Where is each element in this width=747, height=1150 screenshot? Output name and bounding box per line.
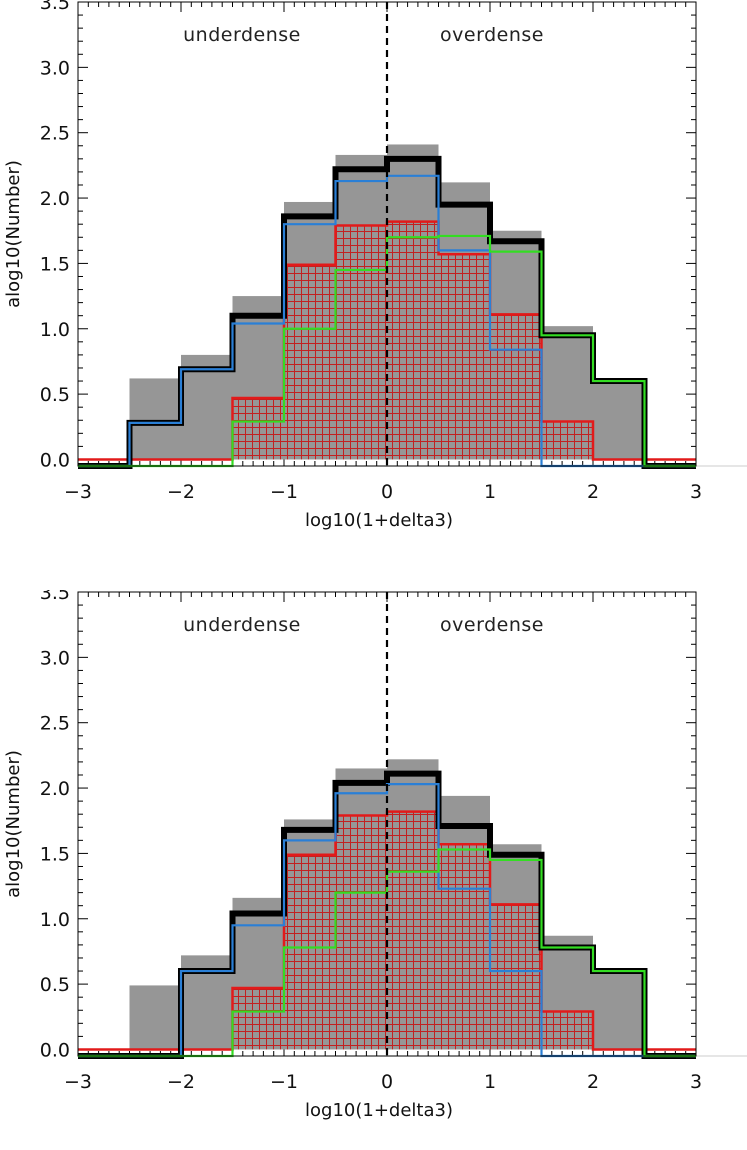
y-tick-label: 1.0 [40, 909, 70, 931]
x-tick-label: −1 [270, 481, 298, 503]
red-hatched-bar [387, 221, 439, 460]
x-tick-label: −3 [64, 1071, 92, 1093]
red-hatched-bar [335, 815, 387, 1050]
x-tick-label: 1 [484, 481, 496, 503]
green-histogram-line [78, 234, 696, 468]
y-tick-label: 3.5 [40, 590, 70, 604]
x-axis-title: log10(1+delta3) [305, 510, 453, 531]
red-hatched-bar [284, 854, 336, 1050]
red-hatched-bar [284, 264, 336, 460]
x-tick-label: −1 [270, 1071, 298, 1093]
histogram-panel-bottom: −3 −2 −1 0 1 2 3 0.0 0.5 1.0 1.5 2.0 2.5 3.0 3.5 underd… [0, 590, 747, 1150]
y-axis-title: alog10(Number) [3, 160, 24, 308]
y-tick-label: 0.0 [40, 1039, 70, 1061]
grey-bar [593, 968, 645, 1050]
red-hatched-bar [335, 225, 387, 460]
x-axis-title: log10(1+delta3) [305, 1100, 453, 1121]
y-tick-label: 2.5 [40, 123, 70, 145]
red-hatched-bar [232, 398, 284, 460]
x-tick-label: 0 [381, 1071, 393, 1093]
grey-bar [129, 378, 181, 460]
y-tick-label: 0.5 [40, 384, 70, 406]
x-tick-label: 3 [690, 1071, 702, 1093]
overdense-label: overdense [440, 614, 544, 636]
y-tick-label: 2.0 [40, 778, 70, 800]
red-hatched-bar [541, 1011, 593, 1050]
blue-histogram-line [78, 174, 696, 468]
x-tick-label: 2 [587, 481, 599, 503]
blue-histogram-line [78, 783, 696, 1058]
x-tick-label: 1 [484, 1071, 496, 1093]
grey-bar [593, 378, 645, 460]
y-tick-label: 1.5 [40, 253, 70, 275]
red-hatched-bar [438, 844, 490, 1050]
red-hatched-bar [541, 421, 593, 460]
x-tick-label: −3 [64, 481, 92, 503]
y-tick-label: 3.5 [40, 0, 70, 14]
plot-frame [77, 1, 697, 467]
underdense-label: underdense [183, 614, 301, 636]
y-tick-label: 0.5 [40, 974, 70, 996]
y-tick-label: 2.5 [40, 713, 70, 735]
green-histogram-line [78, 848, 696, 1058]
red-hatched-bar [232, 988, 284, 1050]
grey-bar [129, 985, 181, 1050]
y-tick-label: 2.0 [40, 188, 70, 210]
histogram-chart-top: −3 −2 −1 0 1 2 3 0.0 0.5 1.0 1.5 2.0 2.5 3.0 3.5 underd… [3, 0, 747, 531]
y-tick-label: 1.5 [40, 843, 70, 865]
histogram-panel-top: −3 −2 −1 0 1 2 3 0.0 0.5 1.0 1.5 2.0 2.5 3.0 3.5 underd… [0, 0, 747, 560]
red-hatched-bar [490, 314, 542, 460]
red-hatched-bar [490, 904, 542, 1050]
overdense-label: overdense [440, 24, 544, 46]
x-tick-label: 0 [381, 481, 393, 503]
x-tick-label: −2 [167, 1071, 195, 1093]
y-tick-label: 3.0 [40, 57, 70, 79]
grey-bar [181, 354, 233, 460]
y-tick-label: 3.0 [40, 647, 70, 669]
red-hatched-bar [438, 254, 490, 460]
x-tick-label: 3 [690, 481, 702, 503]
x-tick-label: −2 [167, 481, 195, 503]
y-tick-label: 1.0 [40, 319, 70, 341]
plot-frame [77, 591, 697, 1057]
y-tick-label: 0.0 [40, 449, 70, 471]
histogram-chart-bottom: −3 −2 −1 0 1 2 3 0.0 0.5 1.0 1.5 2.0 2.5 3.0 3.5 underd… [3, 590, 747, 1121]
y-axis-title: alog10(Number) [3, 750, 24, 898]
red-hatched-bar [387, 811, 439, 1050]
x-tick-label: 2 [587, 1071, 599, 1093]
underdense-label: underdense [183, 24, 301, 46]
